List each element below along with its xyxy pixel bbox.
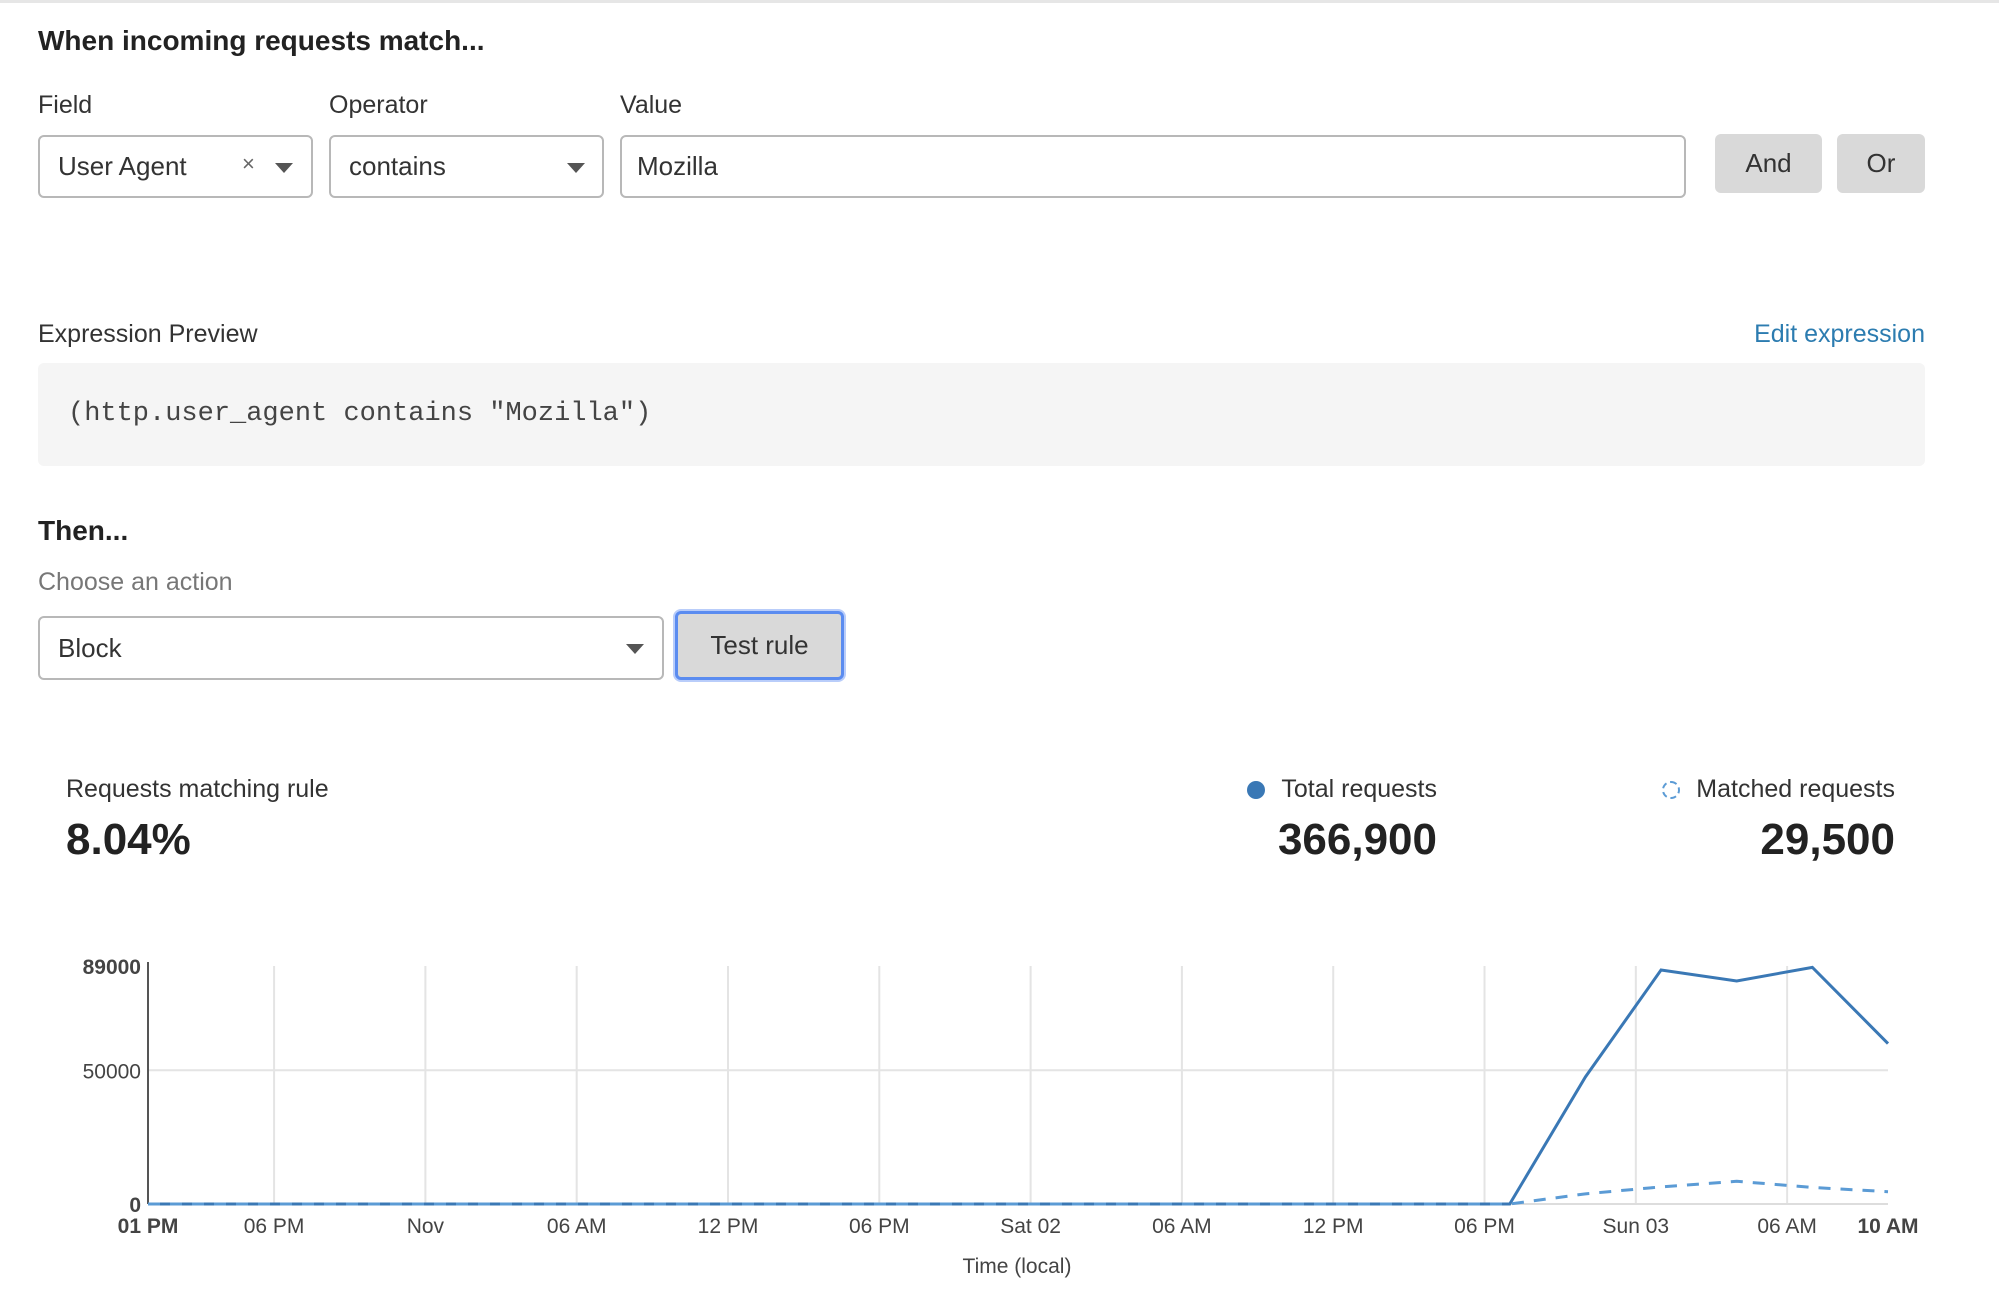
x-tick-label: 01 PM [118, 1215, 179, 1238]
total-legend: Total requests [1247, 775, 1437, 804]
y-tick-label: 89000 [83, 956, 141, 979]
or-button[interactable]: Or [1837, 134, 1925, 193]
chevron-down-icon[interactable] [275, 163, 293, 173]
clear-icon[interactable]: × [242, 151, 255, 176]
chevron-down-icon[interactable] [626, 644, 644, 654]
operator-select-value: contains [349, 151, 446, 181]
operator-select[interactable]: contains [329, 135, 604, 198]
edit-expression-link[interactable]: Edit expression [1754, 320, 1925, 348]
matched-dot-icon [1662, 780, 1681, 799]
then-heading: Then... [38, 515, 129, 546]
matching-label: Requests matching rule [66, 775, 329, 803]
matched-requests-line [148, 1179, 1889, 1206]
action-label: Choose an action [38, 568, 233, 596]
operator-label: Operator [329, 91, 428, 119]
requests-chart: 0 50000 89000 01 PM 06 PM Nov 06 AM 12 PM 06 PM S… [83, 956, 1919, 1278]
total-label: Total requests [1281, 775, 1437, 803]
chevron-down-icon[interactable] [567, 163, 585, 173]
x-tick-label: 10 AM [1857, 1215, 1918, 1238]
x-tick-label: 06 PM [1454, 1215, 1515, 1238]
total-value: 366,900 [1277, 815, 1437, 864]
x-axis-label: Time (local) [963, 1255, 1072, 1278]
matching-value: 8.04% [66, 815, 191, 864]
x-tick-label: 12 PM [1303, 1215, 1364, 1238]
x-tick-label: 12 PM [698, 1215, 759, 1238]
x-tick-label: Sun 03 [1603, 1215, 1670, 1238]
value-input-text: Mozilla [637, 151, 718, 181]
matched-label: Matched requests [1696, 775, 1895, 803]
expression-preview: (http.user_agent contains "Mozilla") [38, 363, 1925, 466]
value-label: Value [620, 91, 683, 119]
x-tick-label: 06 AM [1152, 1215, 1212, 1238]
value-input[interactable]: Mozilla [620, 135, 1686, 198]
x-tick-label: 06 AM [547, 1215, 607, 1238]
and-button[interactable]: And [1715, 134, 1822, 193]
expression-label: Expression Preview [38, 320, 258, 348]
total-requests-line [148, 965, 1890, 1206]
y-tick-label: 0 [129, 1194, 141, 1217]
action-select[interactable]: Block [38, 616, 664, 680]
x-tick-label: Sat 02 [1000, 1215, 1061, 1238]
action-select-value: Block [58, 632, 122, 663]
matched-legend: Matched requests [1662, 775, 1895, 804]
x-tick-label: 06 AM [1757, 1215, 1817, 1238]
rule-heading: When incoming requests match... [38, 25, 485, 56]
x-tick-label: 06 PM [849, 1215, 910, 1238]
total-dot-icon [1247, 780, 1266, 799]
expression-code: (http.user_agent contains "Mozilla") [68, 399, 652, 429]
field-label: Field [38, 91, 93, 119]
field-select[interactable]: User Agent × [38, 135, 313, 198]
test-rule-button[interactable]: Test rule [675, 611, 844, 680]
y-tick-label: 50000 [83, 1060, 141, 1083]
field-select-value: User Agent [58, 151, 187, 181]
x-tick-label: Nov [407, 1215, 445, 1238]
matched-value: 29,500 [1760, 815, 1895, 864]
x-tick-label: 06 PM [244, 1215, 305, 1238]
